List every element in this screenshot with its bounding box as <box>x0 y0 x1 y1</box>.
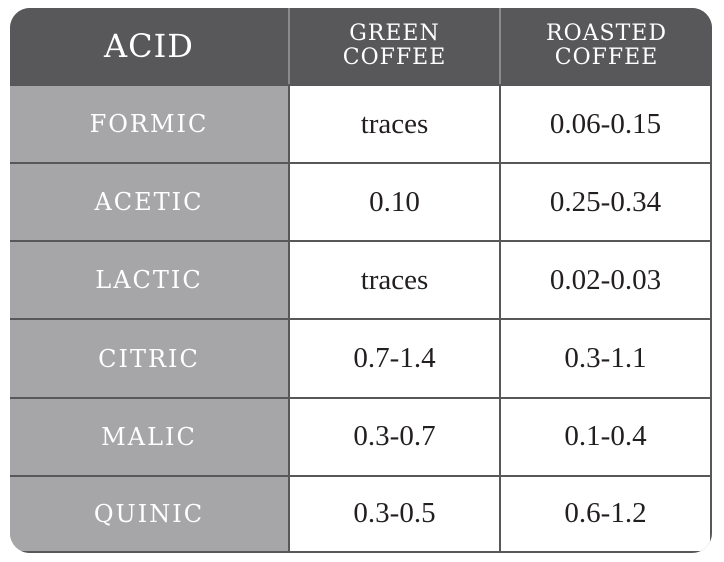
green-coffee-cell: 0.3-0.5 <box>290 474 501 553</box>
acid-name: ACETIC <box>94 188 204 217</box>
green-coffee-cell: 0.7-1.4 <box>290 318 501 397</box>
roasted-coffee-cell: 0.25-0.34 <box>501 162 712 241</box>
roasted-coffee-value: 0.02-0.03 <box>549 263 662 296</box>
roasted-coffee-value: 0.06-0.15 <box>549 107 662 140</box>
roasted-coffee-cell: 0.6-1.2 <box>501 474 712 553</box>
roasted-coffee-value: 0.3-1.1 <box>564 342 647 375</box>
green-coffee-cell: traces <box>290 240 501 319</box>
acid-name: QUINIC <box>93 499 205 528</box>
acid-name-cell: MALIC <box>10 396 290 475</box>
green-coffee-cell: traces <box>290 84 501 163</box>
acid-name: CITRIC <box>98 344 200 373</box>
header-green-line2: COFFEE <box>342 45 447 70</box>
green-coffee-value: 0.3-0.5 <box>353 497 436 530</box>
green-coffee-value: traces <box>360 263 429 296</box>
roasted-coffee-value: 0.25-0.34 <box>549 185 662 218</box>
header-roasted-coffee: ROASTED COFFEE <box>501 8 712 84</box>
roasted-coffee-cell: 0.02-0.03 <box>501 240 712 319</box>
acid-table-grid: ACID GREEN COFFEE ROASTED COFFEE FORMIC … <box>10 8 712 553</box>
header-acid: ACID <box>10 8 290 84</box>
acid-name: FORMIC <box>89 110 209 139</box>
green-coffee-cell: 0.3-0.7 <box>290 396 501 475</box>
header-acid-label: ACID <box>104 27 194 65</box>
roasted-coffee-cell: 0.06-0.15 <box>501 84 712 163</box>
acid-name-cell: ACETIC <box>10 162 290 241</box>
acid-name: MALIC <box>101 422 197 451</box>
header-green-coffee: GREEN COFFEE <box>290 8 501 84</box>
green-coffee-value: traces <box>360 107 429 140</box>
header-green-line1: GREEN <box>349 21 440 46</box>
acid-name-cell: QUINIC <box>10 474 290 553</box>
acid-name-cell: CITRIC <box>10 318 290 397</box>
acid-name-cell: FORMIC <box>10 84 290 163</box>
roasted-coffee-value: 0.1-0.4 <box>564 420 647 453</box>
green-coffee-cell: 0.10 <box>290 162 501 241</box>
green-coffee-value: 0.3-0.7 <box>353 420 436 453</box>
green-coffee-value: 0.10 <box>369 185 420 218</box>
green-coffee-value: 0.7-1.4 <box>353 342 436 375</box>
acid-table: ACID GREEN COFFEE ROASTED COFFEE FORMIC … <box>10 8 712 553</box>
acid-name: LACTIC <box>95 266 203 295</box>
roasted-coffee-cell: 0.1-0.4 <box>501 396 712 475</box>
header-roasted-line1: ROASTED <box>546 21 667 46</box>
header-roasted-line2: COFFEE <box>554 45 659 70</box>
acid-name-cell: LACTIC <box>10 240 290 319</box>
roasted-coffee-cell: 0.3-1.1 <box>501 318 712 397</box>
roasted-coffee-value: 0.6-1.2 <box>564 497 647 530</box>
